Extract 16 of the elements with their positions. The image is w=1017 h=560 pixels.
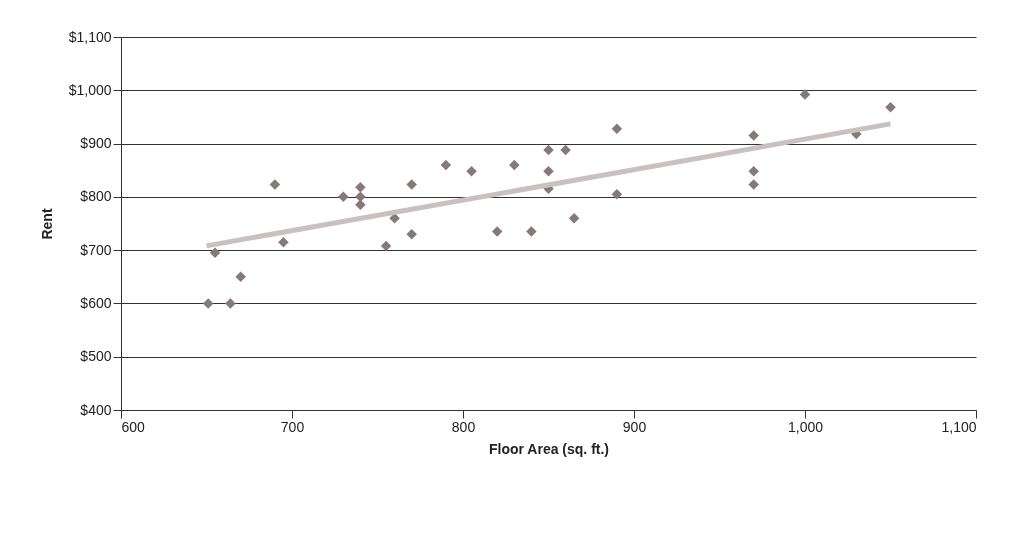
- y-tick-label: $900: [80, 135, 112, 152]
- x-tick-label: 600: [121, 418, 146, 435]
- x-tick-label: 1,100: [941, 418, 977, 435]
- y-tick-label: $500: [80, 348, 112, 365]
- y-tick-label: $800: [80, 188, 112, 205]
- y-tick-label: $700: [80, 241, 112, 258]
- y-axis-title: Rent: [38, 208, 55, 240]
- y-tick-label: $600: [80, 294, 112, 311]
- y-tick-label: $1,000: [68, 81, 112, 98]
- y-tick-label: $400: [80, 401, 112, 418]
- y-tick-label: $1,100: [68, 28, 112, 45]
- x-tick-label: 900: [622, 418, 647, 435]
- x-axis-title: Floor Area (sq. ft.): [488, 440, 610, 457]
- x-tick-label: 1,000: [787, 418, 824, 435]
- x-tick-label: 800: [451, 418, 476, 435]
- x-tick-label: 700: [280, 418, 305, 435]
